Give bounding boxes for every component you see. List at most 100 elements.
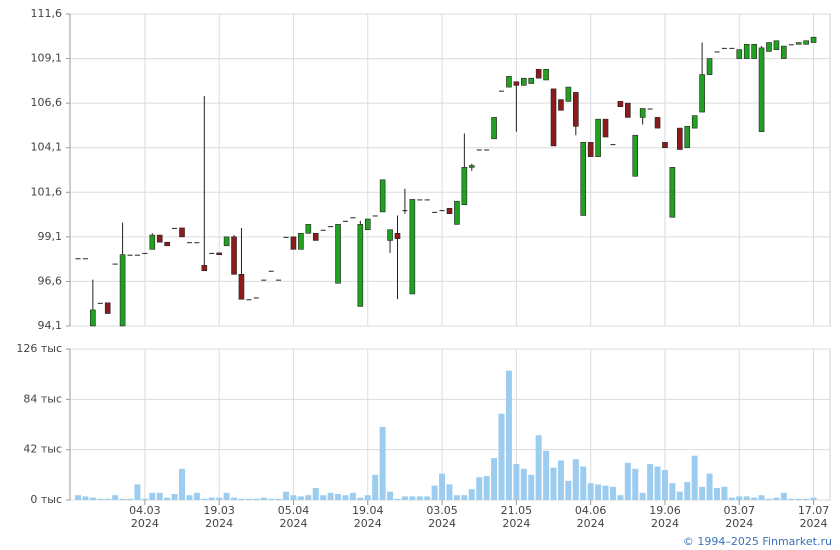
y-tick-label: 0 тыс <box>30 493 62 506</box>
candle-body <box>810 36 817 43</box>
candle-body <box>550 88 557 147</box>
volume-bar <box>699 486 706 500</box>
volume-bar <box>97 498 104 500</box>
volume-bar <box>439 473 446 500</box>
volume-bar <box>364 495 371 500</box>
candle-body <box>773 40 780 50</box>
volume-bar <box>305 495 312 500</box>
volume-bar <box>89 497 96 500</box>
volume-bar <box>743 496 750 500</box>
volume-bar <box>617 495 624 500</box>
candle-body <box>587 142 594 157</box>
volume-bar <box>728 497 735 500</box>
volume-bar <box>372 474 379 500</box>
candle-body <box>372 215 378 217</box>
candle-body <box>610 144 616 146</box>
candle-body <box>364 218 371 231</box>
candle-body <box>394 232 401 239</box>
volume-bar <box>357 497 364 500</box>
candle-body <box>119 254 126 327</box>
candle-body <box>201 265 208 272</box>
volume-bar <box>803 498 810 500</box>
candle-body <box>691 115 698 129</box>
volume-bar <box>216 497 223 500</box>
volume-bar <box>788 498 795 500</box>
volume-bar <box>632 468 639 500</box>
candle-body <box>461 167 468 206</box>
volume-bar <box>245 498 252 500</box>
candle-body <box>625 102 631 118</box>
volume-bar <box>141 498 148 500</box>
volume-bar <box>193 492 200 500</box>
candle-body <box>602 118 609 138</box>
volume-bar <box>565 480 572 500</box>
x-tick-label: 03.07 2024 <box>723 504 756 530</box>
volume-bar <box>661 470 668 500</box>
candle-body <box>75 258 81 260</box>
volume-bar <box>654 466 661 500</box>
volume-bar <box>104 498 111 500</box>
volume-bar <box>713 488 720 500</box>
candle-body <box>194 242 200 244</box>
y-tick-label: 111,6 <box>31 7 63 20</box>
volume-bar <box>208 497 215 500</box>
candle-body <box>684 126 691 149</box>
volume-bar <box>179 468 186 500</box>
volume-bar <box>171 494 178 500</box>
x-tick-label: 17.07 2024 <box>797 504 830 530</box>
candle-body <box>209 252 215 254</box>
candle-body <box>669 167 676 218</box>
volume-bar <box>268 498 275 500</box>
volume-bar <box>201 498 208 500</box>
volume-bar <box>758 495 765 500</box>
candle-body <box>417 199 423 201</box>
volume-bar <box>283 491 290 500</box>
volume-bar <box>476 477 483 500</box>
candle-body <box>246 299 252 301</box>
volume-bar <box>416 496 423 500</box>
y-tick-label: 109,1 <box>31 52 63 65</box>
candle-body <box>298 232 304 250</box>
candle-body <box>172 227 178 229</box>
candle-body <box>283 236 289 238</box>
candle-body <box>387 229 393 241</box>
candle-body <box>402 210 408 212</box>
volume-bar <box>149 492 156 500</box>
candle-body <box>751 44 757 59</box>
volume-bar <box>186 495 193 500</box>
candle-body <box>535 68 542 79</box>
volume-bar <box>676 491 683 500</box>
candle-body <box>104 302 111 314</box>
volume-bar <box>639 492 646 500</box>
volume-bar <box>587 483 594 500</box>
candle-body <box>781 45 787 59</box>
x-tick-label: 19.06 2024 <box>649 504 681 530</box>
volume-bar <box>647 464 654 500</box>
candle-body <box>647 108 653 110</box>
candle-body <box>506 76 512 88</box>
candle-body <box>82 258 88 260</box>
candle-body <box>699 74 705 113</box>
candle-body <box>312 232 319 241</box>
candle-body <box>446 208 453 214</box>
candle-body <box>223 236 230 247</box>
candle-body <box>573 92 579 127</box>
volume-bar <box>468 489 475 500</box>
volume-bar <box>706 473 713 500</box>
candle-body <box>677 127 683 150</box>
candle-body <box>743 44 750 59</box>
y-tick-label: 42 тыс <box>23 443 62 456</box>
volume-bar <box>297 496 304 500</box>
y-tick-label: 104,1 <box>31 141 63 154</box>
candle-body <box>379 179 386 213</box>
candle-body <box>268 270 274 272</box>
candle-body <box>179 227 185 238</box>
volume-bar <box>572 459 579 500</box>
volume-bar <box>736 496 743 500</box>
x-tick-label: 19.04 2024 <box>352 504 384 530</box>
volume-bar <box>765 498 772 500</box>
candle-body <box>357 224 364 307</box>
volume-bar <box>127 498 134 500</box>
volume-bar <box>505 370 512 500</box>
